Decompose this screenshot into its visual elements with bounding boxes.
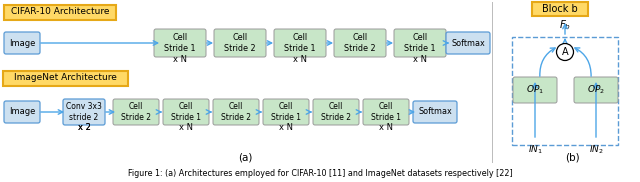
Text: x N: x N	[173, 56, 187, 64]
Text: Cell
Stride 1: Cell Stride 1	[271, 102, 301, 122]
Text: Cell
Stride 1: Cell Stride 1	[404, 33, 436, 53]
Circle shape	[557, 43, 573, 60]
FancyBboxPatch shape	[413, 101, 457, 123]
Text: x N: x N	[413, 56, 427, 64]
Text: $F_b$: $F_b$	[559, 18, 571, 32]
Text: Cell
Stride 2: Cell Stride 2	[344, 33, 376, 53]
Text: $OP_1$: $OP_1$	[526, 84, 544, 96]
Text: Cell
Stride 1: Cell Stride 1	[171, 102, 201, 122]
FancyBboxPatch shape	[394, 29, 446, 57]
FancyBboxPatch shape	[3, 70, 127, 86]
FancyBboxPatch shape	[63, 99, 105, 125]
Text: Cell
Stride 1: Cell Stride 1	[284, 33, 316, 53]
Text: Softmax: Softmax	[451, 39, 485, 48]
Text: (b): (b)	[564, 152, 579, 162]
FancyBboxPatch shape	[574, 77, 618, 103]
FancyBboxPatch shape	[263, 99, 309, 125]
Text: $IN_2$: $IN_2$	[589, 144, 604, 156]
FancyBboxPatch shape	[213, 99, 259, 125]
Text: $IN_1$: $IN_1$	[527, 144, 543, 156]
Text: Figure 1: (a) Architectures employed for CIFAR-10 [11] and ImageNet datasets res: Figure 1: (a) Architectures employed for…	[127, 169, 513, 177]
Text: Cell
Stride 2: Cell Stride 2	[224, 33, 256, 53]
FancyBboxPatch shape	[334, 29, 386, 57]
Text: Image: Image	[9, 108, 35, 116]
Text: CIFAR-10 Architecture: CIFAR-10 Architecture	[11, 7, 109, 17]
Text: x N: x N	[293, 56, 307, 64]
Text: Block b: Block b	[542, 4, 578, 14]
Text: Image: Image	[9, 39, 35, 48]
Text: Softmax: Softmax	[418, 108, 452, 116]
FancyBboxPatch shape	[274, 29, 326, 57]
Text: $OP_2$: $OP_2$	[587, 84, 605, 96]
Text: x N: x N	[379, 124, 393, 132]
FancyBboxPatch shape	[513, 77, 557, 103]
Text: Conv 3x3
stride 2: Conv 3x3 stride 2	[66, 102, 102, 122]
Text: ImageNet Architecture: ImageNet Architecture	[13, 74, 116, 82]
Text: x N: x N	[279, 124, 293, 132]
Text: Cell
Stride 2: Cell Stride 2	[221, 102, 251, 122]
FancyBboxPatch shape	[363, 99, 409, 125]
Text: (a): (a)	[238, 152, 252, 162]
Text: Cell
Stride 2: Cell Stride 2	[121, 102, 151, 122]
FancyBboxPatch shape	[4, 101, 40, 123]
Text: A: A	[562, 47, 568, 57]
Text: x N: x N	[179, 124, 193, 132]
FancyBboxPatch shape	[446, 32, 490, 54]
FancyBboxPatch shape	[163, 99, 209, 125]
FancyBboxPatch shape	[4, 5, 116, 19]
Text: x 2: x 2	[77, 124, 90, 132]
Text: Cell
Stride 1: Cell Stride 1	[164, 33, 196, 53]
FancyBboxPatch shape	[154, 29, 206, 57]
FancyBboxPatch shape	[532, 2, 588, 16]
FancyBboxPatch shape	[113, 99, 159, 125]
Text: x 2: x 2	[77, 124, 90, 132]
FancyBboxPatch shape	[214, 29, 266, 57]
FancyBboxPatch shape	[4, 32, 40, 54]
Text: Cell
Stride 1: Cell Stride 1	[371, 102, 401, 122]
FancyBboxPatch shape	[313, 99, 359, 125]
Text: Cell
Stride 2: Cell Stride 2	[321, 102, 351, 122]
